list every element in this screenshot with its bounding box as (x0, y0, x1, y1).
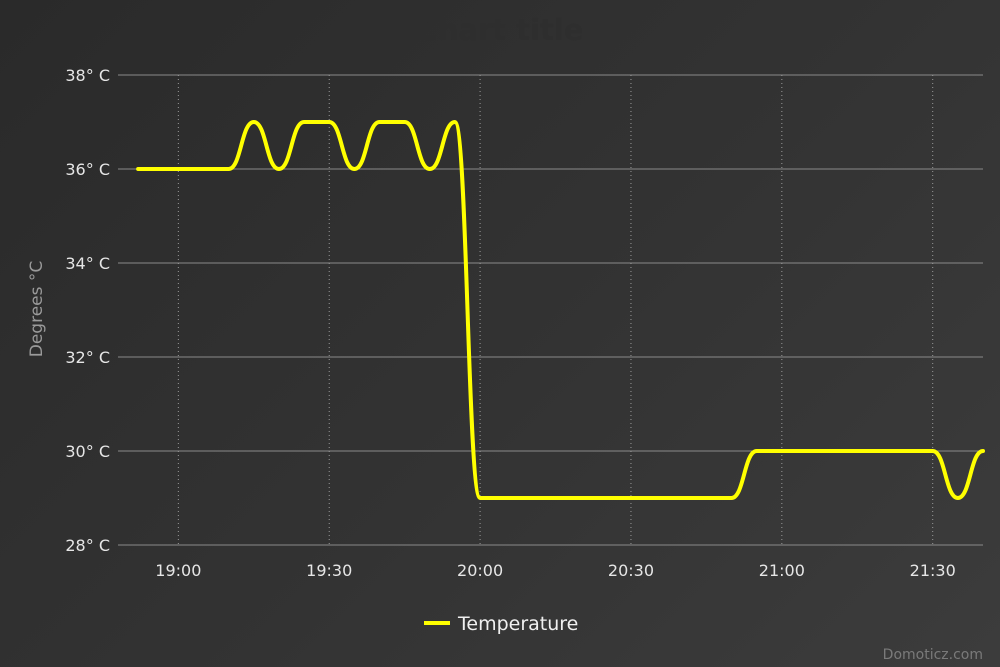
data-point[interactable] (422, 161, 438, 177)
data-point[interactable] (221, 161, 237, 177)
legend-label-temperature: Temperature (457, 613, 578, 635)
series-line-temperature[interactable] (136, 120, 985, 500)
x-tick-label: 21:00 (759, 561, 805, 580)
data-point[interactable] (950, 490, 966, 506)
series-layer (130, 114, 991, 506)
y-tick-label: 38° C (65, 66, 110, 85)
credit-link[interactable]: Domoticz.com (883, 647, 983, 663)
data-point[interactable] (749, 443, 765, 459)
y-tick-label: 30° C (65, 442, 110, 461)
chart-title: Chart title (416, 13, 583, 47)
data-point[interactable] (346, 161, 362, 177)
data-point[interactable] (925, 443, 941, 459)
data-point[interactable] (472, 490, 488, 506)
y-tick-label: 28° C (65, 536, 110, 555)
grid (118, 74, 983, 546)
y-tick-label: 36° C (65, 160, 110, 179)
y-axis-ticks: 28° C 30° C 32° C 34° C 36° C 38° C (65, 66, 110, 555)
x-tick-label: 19:00 (155, 561, 201, 580)
data-point[interactable] (296, 114, 312, 130)
data-point[interactable] (246, 114, 262, 130)
x-tick-label: 20:00 (457, 561, 503, 580)
data-point[interactable] (447, 114, 463, 130)
data-point[interactable] (271, 161, 287, 177)
y-tick-label: 32° C (65, 348, 110, 367)
data-point[interactable] (975, 443, 991, 459)
data-point[interactable] (130, 161, 146, 177)
y-axis-label: Degrees °C (27, 261, 47, 358)
data-point[interactable] (372, 114, 388, 130)
data-point[interactable] (397, 114, 413, 130)
data-point[interactable] (724, 490, 740, 506)
data-point[interactable] (321, 114, 337, 130)
y-tick-label: 34° C (65, 254, 110, 273)
x-tick-label: 19:30 (306, 561, 352, 580)
x-tick-label: 21:30 (910, 561, 956, 580)
x-tick-label: 20:30 (608, 561, 654, 580)
legend[interactable]: Temperature (424, 613, 578, 635)
x-axis-ticks: 19:00 19:30 20:00 20:30 21:00 21:30 (155, 561, 955, 580)
